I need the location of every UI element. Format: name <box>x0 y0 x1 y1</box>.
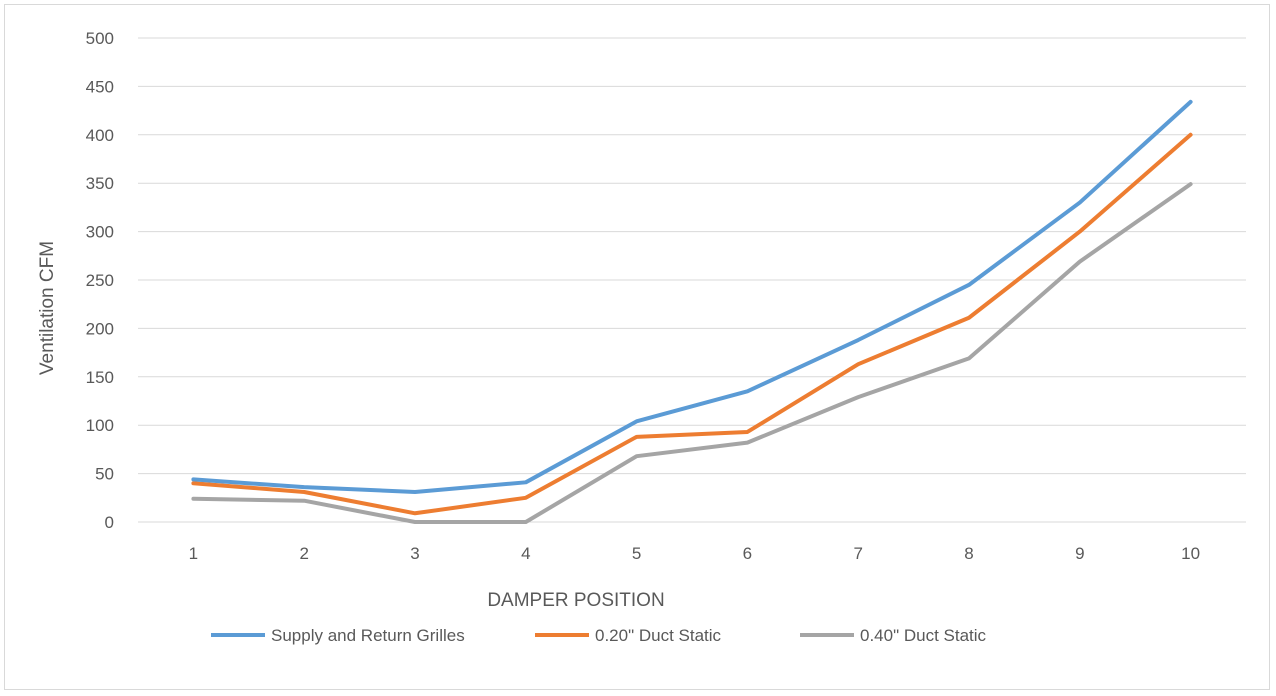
legend-item: 0.40" Duct Static <box>800 626 987 645</box>
y-tick-label: 450 <box>86 77 114 96</box>
legend-item: 0.20" Duct Static <box>535 626 722 645</box>
x-tick-label: 10 <box>1181 544 1200 563</box>
x-tick-label: 3 <box>410 544 419 563</box>
series-line <box>191 132 1193 516</box>
x-axis-title: DAMPER POSITION <box>487 590 664 611</box>
x-tick-label: 2 <box>299 544 308 563</box>
y-tick-label: 150 <box>86 368 114 387</box>
y-tick-label: 250 <box>86 271 114 290</box>
x-tick-label: 1 <box>189 544 198 563</box>
chart-frame <box>4 4 1270 690</box>
y-axis-ticks: 0 50 100 150 200 250 300 350 400 450 500 <box>86 29 114 532</box>
series-lines <box>191 99 1193 524</box>
x-tick-label: 7 <box>853 544 862 563</box>
x-tick-label: 9 <box>1075 544 1084 563</box>
x-tick-label: 4 <box>521 544 530 563</box>
legend: Supply and Return Grilles 0.20" Duct Stat… <box>211 626 987 645</box>
y-tick-label: 300 <box>86 223 114 242</box>
x-axis-ticks: 1 2 3 4 5 6 7 8 9 10 <box>189 544 1200 563</box>
legend-label: 0.20" Duct Static <box>595 626 722 645</box>
series-line <box>191 99 1193 494</box>
x-tick-label: 8 <box>964 544 973 563</box>
y-tick-label: 400 <box>86 126 114 145</box>
series-line <box>191 182 1193 524</box>
y-axis-title: Ventilation CFM <box>37 241 58 375</box>
legend-label: Supply and Return Grilles <box>271 626 465 645</box>
y-tick-label: 500 <box>86 29 114 48</box>
y-tick-label: 100 <box>86 416 114 435</box>
y-tick-label: 0 <box>105 513 114 532</box>
y-tick-label: 350 <box>86 174 114 193</box>
x-tick-label: 5 <box>632 544 641 563</box>
y-tick-label: 50 <box>95 465 114 484</box>
x-tick-label: 6 <box>743 544 752 563</box>
y-tick-label: 200 <box>86 319 114 338</box>
legend-item: Supply and Return Grilles <box>211 626 465 645</box>
legend-label: 0.40" Duct Static <box>860 626 987 645</box>
